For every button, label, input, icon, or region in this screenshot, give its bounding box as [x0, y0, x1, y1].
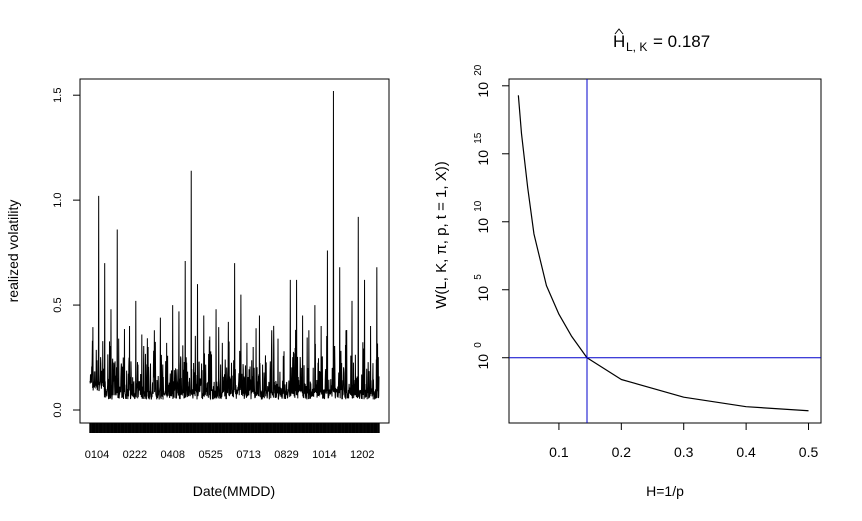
y-tick-base: 10	[475, 82, 491, 98]
y-tick-exponent: 0	[473, 342, 484, 348]
right-x-tick-label: 0.1	[549, 444, 569, 460]
left-x-tick-label: 0713	[236, 449, 260, 461]
left-y-tick-label: 1.5	[52, 88, 64, 103]
right-y-tick-label: 10 20	[473, 64, 491, 97]
right-series	[517, 95, 809, 412]
right-x-tick-label: 0.2	[612, 444, 632, 460]
left-y-tick-label: 0.5	[52, 297, 64, 312]
left-y-axis: 0.0 0.5 1.0 1.5	[52, 88, 80, 418]
y-tick-base: 10	[475, 218, 491, 234]
left-x-tick-label: 1014	[312, 449, 336, 461]
y-tick-base: 10	[475, 150, 491, 166]
left-chart: 0.0 0.5 1.0 1.5 0104 0222 0408 0525 0713 0829 101…	[5, 78, 390, 499]
left-y-tick-label: 1.0	[52, 192, 64, 207]
right-y-tick-label: 10 0	[473, 342, 491, 370]
volatility-series-line	[89, 90, 380, 401]
right-x-tick-label: 0.3	[674, 444, 694, 460]
left-x-tick-label: 0104	[85, 449, 109, 461]
right-y-tick-label: 10 10	[473, 200, 491, 233]
y-tick-base: 10	[475, 354, 491, 370]
title-value: = 0.187	[653, 32, 710, 51]
left-x-axis: 0104 0222 0408 0525 0713 0829 1014 1202	[85, 423, 380, 461]
y-tick-exponent: 15	[473, 132, 484, 144]
left-series	[89, 90, 380, 401]
right-y-tick-label: 10 5	[473, 274, 491, 302]
left-y-axis-label: realized volatility	[5, 200, 21, 303]
right-title: H L, K = 0.187	[613, 28, 710, 54]
right-x-tick-label: 0.4	[736, 444, 756, 460]
left-x-tick-label: 0408	[161, 449, 185, 461]
y-tick-exponent: 10	[473, 200, 484, 212]
title-subscript: L, K	[626, 40, 647, 54]
y-tick-base: 10	[475, 286, 491, 302]
right-y-axis: 10 0 10 5 10 10 10 15 10 20	[473, 64, 509, 370]
title-main: H	[613, 32, 625, 51]
w-curve-line	[517, 95, 809, 412]
right-x-axis: 0.1 0.2 0.3 0.4 0.5	[549, 423, 818, 460]
y-tick-exponent: 5	[473, 274, 484, 280]
left-x-tick-label: 0222	[123, 449, 147, 461]
left-x-tick-label: 0525	[198, 449, 222, 461]
title-hat	[614, 28, 624, 35]
right-y-tick-label: 10 15	[473, 132, 491, 165]
left-x-tick-label: 1202	[350, 449, 374, 461]
right-x-tick-label: 0.5	[799, 444, 819, 460]
right-chart: 10 0 10 5 10 10 10 15 10 20 0.1 0.2 0.3 0.4 0.5 H L, …	[433, 28, 822, 499]
right-x-axis-label: H=1/p	[646, 483, 684, 499]
y-tick-exponent: 20	[473, 64, 484, 76]
right-plot-frame	[508, 78, 822, 424]
right-reference-lines	[509, 79, 821, 423]
left-x-tick-label: 0829	[274, 449, 298, 461]
left-y-tick-label: 0.0	[52, 402, 64, 417]
left-x-axis-label: Date(MMDD)	[193, 483, 275, 499]
right-y-axis-label: W(L, K, π, p, t = 1, X))	[433, 161, 450, 308]
